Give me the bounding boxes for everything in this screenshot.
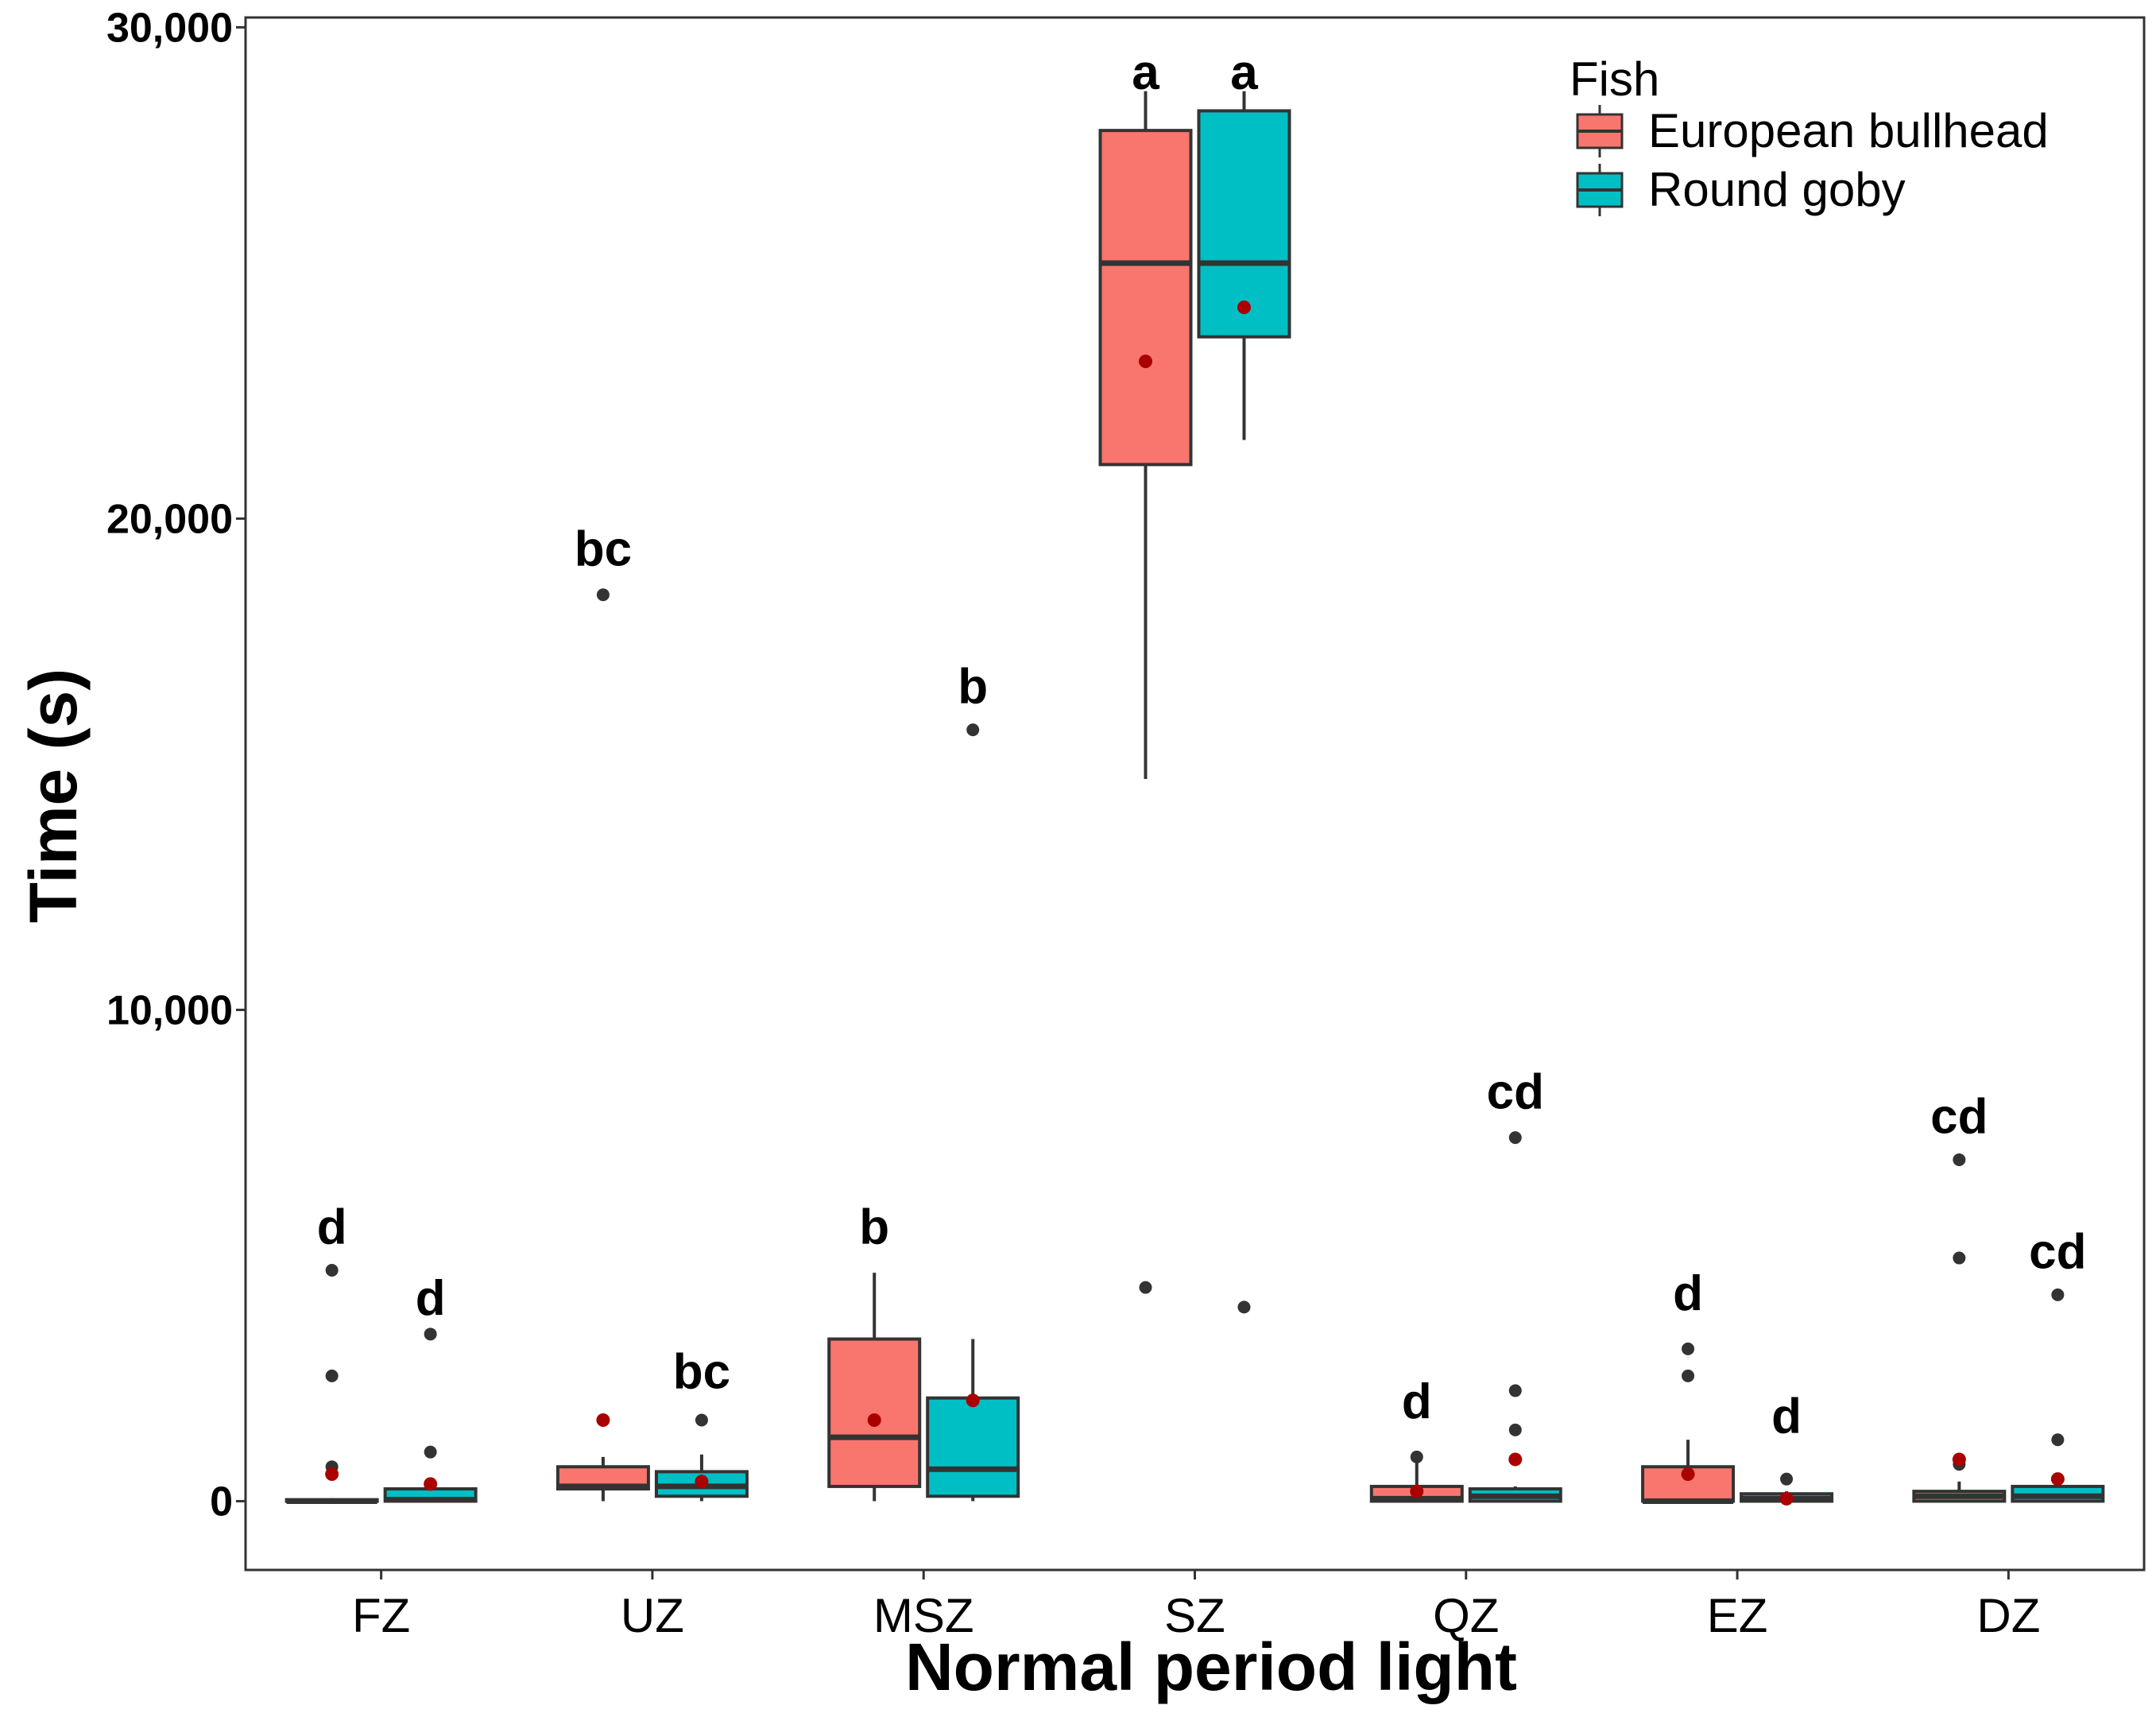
outlier-point xyxy=(1139,1281,1152,1294)
outlier-point xyxy=(2051,1433,2065,1447)
significance-letter: cd xyxy=(1487,1064,1544,1119)
x-axis-title: Normal period light xyxy=(905,1630,1517,1704)
box-group xyxy=(1197,91,1291,1314)
significance-letter: b xyxy=(859,1200,889,1254)
mean-point xyxy=(424,1477,438,1491)
y-tick-label: 30,000 xyxy=(106,5,233,51)
box-group xyxy=(1369,1450,1464,1503)
mean-point xyxy=(1139,355,1152,369)
significance-letter: d xyxy=(1402,1374,1432,1429)
outlier-point xyxy=(2051,1288,2065,1301)
box-group xyxy=(1468,1131,1562,1503)
legend-title: Fish xyxy=(1570,52,1659,106)
mean-point xyxy=(1681,1467,1695,1481)
mean-point xyxy=(1779,1491,1794,1506)
mean-point xyxy=(596,1413,610,1427)
box-group xyxy=(654,1413,749,1502)
x-tick-label: EZ xyxy=(1707,1589,1768,1642)
mean-point xyxy=(2050,1472,2065,1486)
mean-point xyxy=(966,1393,980,1408)
significance-letter: d xyxy=(416,1271,446,1326)
outlier-point xyxy=(1780,1472,1794,1486)
mean-point xyxy=(325,1467,339,1481)
y-tick-label: 10,000 xyxy=(106,987,233,1033)
significance-letter: d xyxy=(1673,1266,1703,1321)
significance-letter: a xyxy=(1230,45,1258,100)
legend-entry: Round goby xyxy=(1576,163,1906,216)
axes: 0 10,000 20,000 30,000 FZ UZ MSZ SZ QZ EZ DZ xyxy=(106,5,2040,1642)
box-iqr xyxy=(827,1337,922,1488)
outlier-point xyxy=(695,1413,708,1427)
significance-letter: cd xyxy=(2029,1224,2086,1279)
box-group xyxy=(555,588,650,1502)
box-group xyxy=(1740,1472,1834,1506)
significance-letter: cd xyxy=(1930,1089,1988,1144)
significance-letter: b xyxy=(958,660,988,715)
box-group xyxy=(1912,1153,2007,1503)
legend-entry: European bullhead xyxy=(1576,104,2049,157)
significance-letter: bc xyxy=(673,1345,730,1400)
outlier-point xyxy=(1508,1384,1522,1397)
box-group xyxy=(1641,1342,1736,1504)
outlier-point xyxy=(1508,1131,1522,1145)
outlier-point xyxy=(1682,1369,1695,1382)
y-tick-label: 0 xyxy=(210,1479,233,1525)
outlier-point xyxy=(1508,1423,1522,1436)
significance-letter: d xyxy=(1771,1389,1802,1444)
mean-point xyxy=(1237,300,1251,315)
x-tick-label: MSZ xyxy=(873,1589,974,1642)
y-tick-label: 20,000 xyxy=(106,496,233,542)
x-tick-label: DZ xyxy=(1976,1589,2040,1642)
outlier-point xyxy=(424,1327,437,1341)
box-group xyxy=(1098,91,1193,1294)
outlier-point xyxy=(1953,1251,1966,1265)
significance-letter: a xyxy=(1132,45,1159,100)
mean-point xyxy=(1410,1484,1424,1498)
significance-letter: d xyxy=(317,1200,347,1254)
mean-point xyxy=(695,1475,709,1489)
x-tick-label: FZ xyxy=(352,1589,410,1642)
box-group xyxy=(2011,1288,2105,1503)
outlier-point xyxy=(1953,1153,1966,1166)
box-group xyxy=(926,723,1020,1502)
outlier-point xyxy=(325,1263,339,1277)
box-iqr xyxy=(1197,109,1291,339)
box-iqr xyxy=(1098,129,1193,467)
significance-letter: bc xyxy=(575,521,632,576)
outlier-point xyxy=(596,588,610,602)
mean-point xyxy=(867,1413,881,1427)
outlier-point xyxy=(1237,1300,1251,1314)
y-axis-title: Time (s) xyxy=(16,669,91,924)
outlier-point xyxy=(1682,1342,1695,1355)
box-group xyxy=(827,1273,922,1502)
x-tick-label: UZ xyxy=(621,1589,684,1642)
outlier-point xyxy=(325,1369,339,1382)
legend-label: Round goby xyxy=(1648,163,1906,216)
box-iqr xyxy=(926,1396,1020,1498)
outlier-point xyxy=(424,1445,437,1459)
plot-area: d d bc bc b b a a d cd d d cd cd xyxy=(284,45,2105,1506)
legend: Fish European bullhead Round goby xyxy=(1570,52,2049,216)
box-group xyxy=(383,1327,478,1503)
mean-point xyxy=(1952,1452,1966,1467)
legend-label: European bullhead xyxy=(1648,104,2049,157)
mean-point xyxy=(1508,1452,1523,1467)
outlier-point xyxy=(966,723,980,737)
x-tick-label: QZ xyxy=(1433,1589,1499,1642)
outlier-point xyxy=(1410,1450,1423,1463)
box-group xyxy=(284,1263,379,1504)
x-tick-label: SZ xyxy=(1164,1589,1225,1642)
